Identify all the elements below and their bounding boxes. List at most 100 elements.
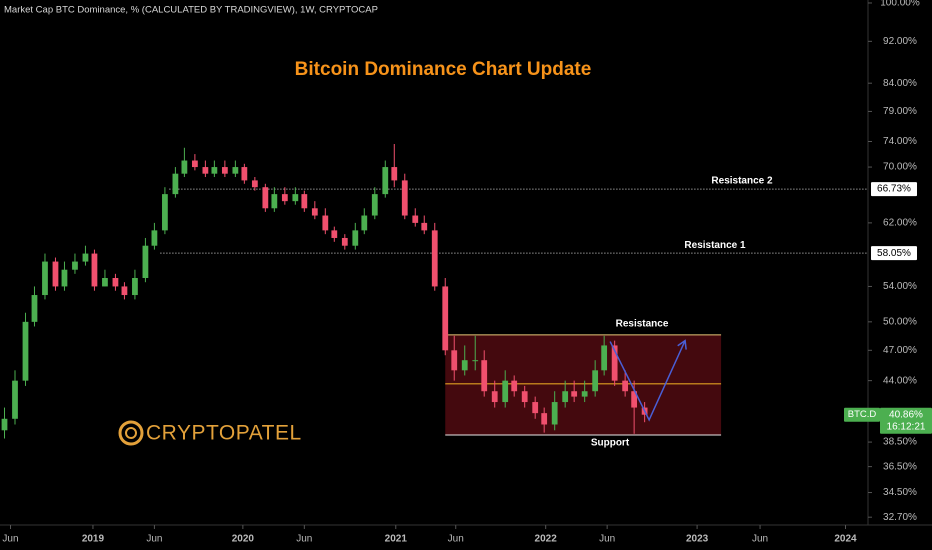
candle-body: [151, 230, 158, 246]
candle-body: [571, 391, 578, 397]
x-tick-label: 2019: [82, 534, 105, 545]
last-countdown: 16:12:21: [887, 421, 926, 432]
y-tick-label: 70.00%: [883, 162, 917, 173]
candle-body: [172, 173, 179, 195]
y-tick-label: 50.00%: [883, 316, 917, 327]
watermark-text: CRYPTOPATEL: [146, 422, 302, 445]
candle-body: [22, 321, 29, 381]
candle-body: [491, 391, 498, 403]
candle-body: [262, 187, 269, 209]
candle-body: [211, 167, 218, 174]
range-bottom-label: Support: [591, 438, 630, 449]
x-tick-label: 2024: [834, 534, 857, 545]
x-tick-label: Jun: [146, 534, 162, 545]
last-price-box: [880, 407, 932, 434]
level-name: Resistance 1: [684, 240, 746, 251]
logo-inner: [125, 427, 137, 439]
level-price-label: 58.05%: [877, 248, 911, 259]
candle-body: [551, 402, 558, 425]
candle-body: [192, 160, 198, 168]
x-tick-label: 2022: [535, 534, 558, 545]
last-price-label: 40.86%: [889, 409, 923, 420]
x-tick-label: Jun: [296, 534, 312, 545]
candle-body: [61, 269, 68, 287]
candle-body: [202, 167, 209, 174]
candle-body: [382, 167, 389, 195]
x-tick-label: 2023: [686, 534, 709, 545]
candle-body: [421, 222, 428, 231]
last-symbol-box: [844, 407, 880, 422]
candle-body: [52, 261, 59, 287]
candle-body: [391, 167, 398, 181]
x-tick-label: 2021: [385, 534, 408, 545]
candle-body: [232, 167, 239, 174]
level-name: Resistance 2: [711, 176, 773, 187]
candle-body: [631, 391, 638, 408]
candle-body: [42, 261, 48, 296]
candle-body: [442, 286, 449, 351]
candle-body: [271, 194, 278, 209]
candle-body: [121, 286, 128, 296]
candle-body: [142, 245, 149, 278]
level-price-box: [871, 182, 917, 197]
candle-body: [371, 194, 378, 216]
candle-body: [472, 360, 479, 362]
candle-body: [562, 391, 569, 403]
y-tick-label: 34.50%: [883, 487, 917, 498]
candle-body: [431, 230, 438, 287]
y-tick-label: 100.00%: [880, 0, 920, 9]
x-tick-label: Jun: [752, 534, 768, 545]
candle-body: [112, 277, 119, 287]
x-tick-label: Jun: [599, 534, 615, 545]
y-tick-label: 44.00%: [883, 375, 917, 386]
range-box: [445, 334, 722, 435]
candle-body: [311, 208, 318, 216]
candle-body: [31, 295, 38, 322]
candle-body: [241, 167, 248, 181]
y-tick-label: 84.00%: [883, 78, 917, 89]
range-top-label: Resistance: [616, 319, 669, 330]
candle-body: [301, 194, 308, 209]
y-tick-label: 79.00%: [883, 106, 917, 117]
candle-body: [401, 180, 408, 216]
candle-body: [102, 277, 108, 287]
candle-body: [511, 380, 518, 392]
candle-body: [251, 180, 258, 188]
candle-body: [181, 160, 188, 174]
candle-body: [592, 370, 599, 392]
x-tick-label: Jun: [2, 534, 18, 545]
last-symbol: BTC.D: [848, 409, 877, 420]
chart-title: Bitcoin Dominance Chart Update: [295, 59, 592, 80]
candle-body: [91, 253, 98, 287]
projection-arrow: [609, 340, 686, 422]
candle-body: [331, 230, 338, 238]
y-tick-label: 74.00%: [883, 136, 917, 147]
candle-body: [82, 253, 89, 262]
watermark-logo: CRYPTOPATEL: [118, 420, 302, 446]
y-tick-label: 92.00%: [883, 36, 917, 47]
candle-body: [281, 194, 288, 202]
candle-body: [481, 360, 488, 392]
candle-body: [541, 413, 548, 425]
candle-body: [292, 194, 299, 202]
candle-body: [361, 215, 368, 231]
y-tick-label: 38.50%: [883, 437, 917, 448]
candle-body: [132, 277, 138, 296]
candle-body: [502, 380, 509, 403]
candle-body: [352, 230, 359, 246]
candle-body: [611, 345, 618, 381]
candle-body: [1, 418, 8, 431]
level-price-label: 66.73%: [877, 184, 911, 195]
candle-body: [622, 380, 629, 392]
candle-body: [532, 402, 539, 414]
candle-body: [451, 350, 458, 371]
y-tick-label: 32.70%: [883, 512, 917, 523]
candle-body: [322, 215, 329, 231]
arrow-head: [677, 339, 687, 350]
logo-ring: [118, 420, 144, 446]
candle-body: [162, 194, 168, 231]
candle-body: [601, 345, 608, 371]
candle-body: [221, 167, 228, 174]
